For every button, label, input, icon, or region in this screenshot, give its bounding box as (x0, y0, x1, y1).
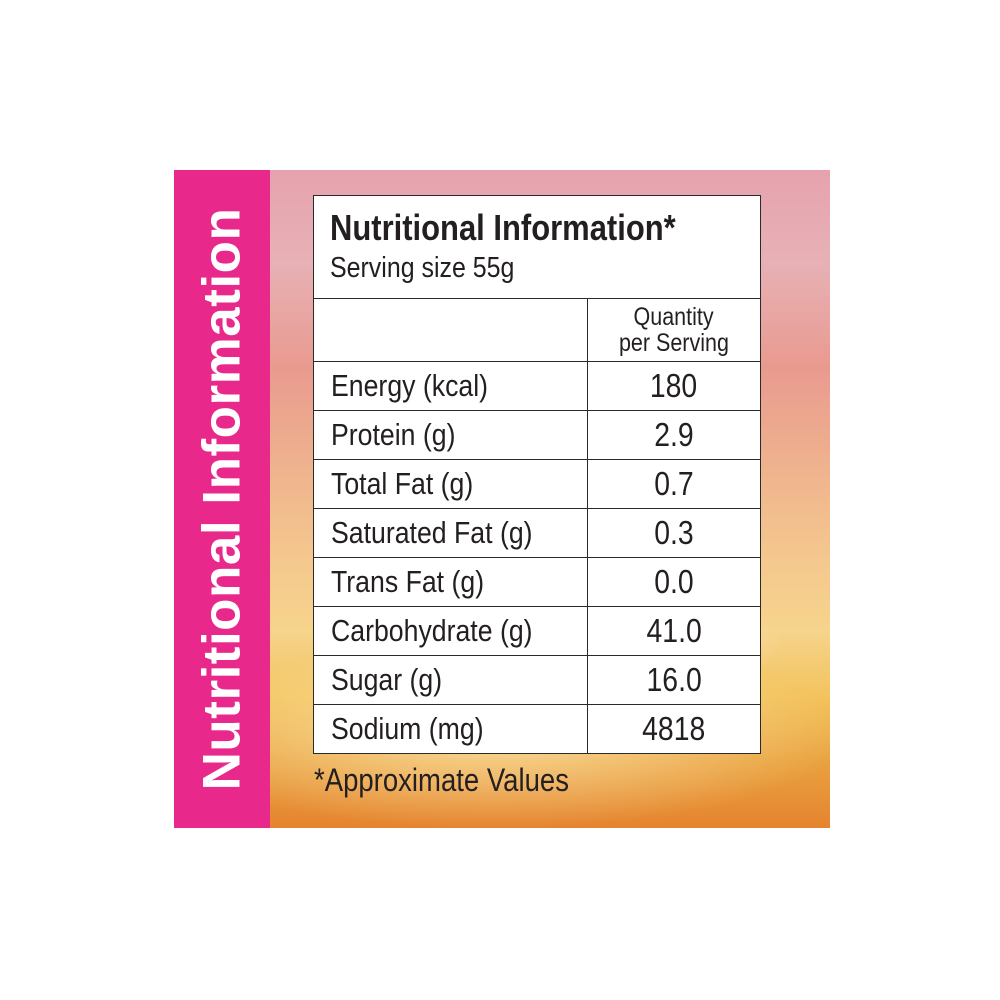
nutrient-value: 0.7 (654, 465, 694, 502)
side-title: Nutritional Information (192, 207, 252, 791)
nutrient-name: Protein (g) (331, 417, 456, 452)
table-row: Protein (g) 2.9 (314, 410, 760, 460)
quantity-header-line2: per Serving (619, 329, 729, 357)
nutrient-value: 180 (650, 367, 698, 404)
empty-header-cell (314, 299, 588, 362)
nutrient-name: Energy (kcal) (331, 368, 489, 403)
table-header-row: Quantity per Serving (314, 299, 760, 362)
nutrition-panel: Nutritional Information Nutritional Info… (174, 170, 830, 828)
table-row: Saturated Fat (g) 0.3 (314, 508, 760, 558)
quantity-header-line1: Quantity (633, 303, 715, 331)
table-row: Energy (kcal) 180 (314, 361, 760, 411)
table-row: Total Fat (g) 0.7 (314, 459, 760, 509)
table-row: Carbohydrate (g) 41.0 (314, 606, 760, 656)
side-band: Nutritional Information (174, 170, 270, 828)
nutrition-table: Quantity per Serving Energy (kcal) 180 P… (314, 299, 760, 753)
table-row: Sugar (g) 16.0 (314, 655, 760, 705)
nutrient-value: 41.0 (646, 612, 702, 649)
nutrition-label: Nutritional Information* Serving size 55… (313, 195, 761, 754)
footnote: *Approximate Values (314, 762, 569, 798)
table-row: Trans Fat (g) 0.0 (314, 557, 760, 607)
label-header: Nutritional Information* Serving size 55… (314, 196, 760, 299)
serving-size: Serving size 55g (330, 252, 515, 284)
nutrient-value: 16.0 (646, 661, 702, 698)
nutrient-name: Sodium (mg) (331, 711, 484, 746)
nutrient-value: 4818 (642, 710, 706, 747)
quantity-header-cell: Quantity per Serving (588, 299, 761, 362)
nutrient-name: Total Fat (g) (331, 466, 474, 501)
nutrient-value: 0.0 (654, 563, 694, 600)
nutrient-name: Saturated Fat (g) (331, 515, 533, 550)
nutrient-value: 2.9 (654, 416, 694, 453)
nutrient-name: Trans Fat (g) (331, 564, 485, 599)
label-title: Nutritional Information* (330, 207, 676, 248)
nutrient-value: 0.3 (654, 514, 694, 551)
nutrient-name: Sugar (g) (331, 662, 443, 697)
nutrient-name: Carbohydrate (g) (331, 613, 533, 648)
table-row: Sodium (mg) 4818 (314, 704, 760, 753)
